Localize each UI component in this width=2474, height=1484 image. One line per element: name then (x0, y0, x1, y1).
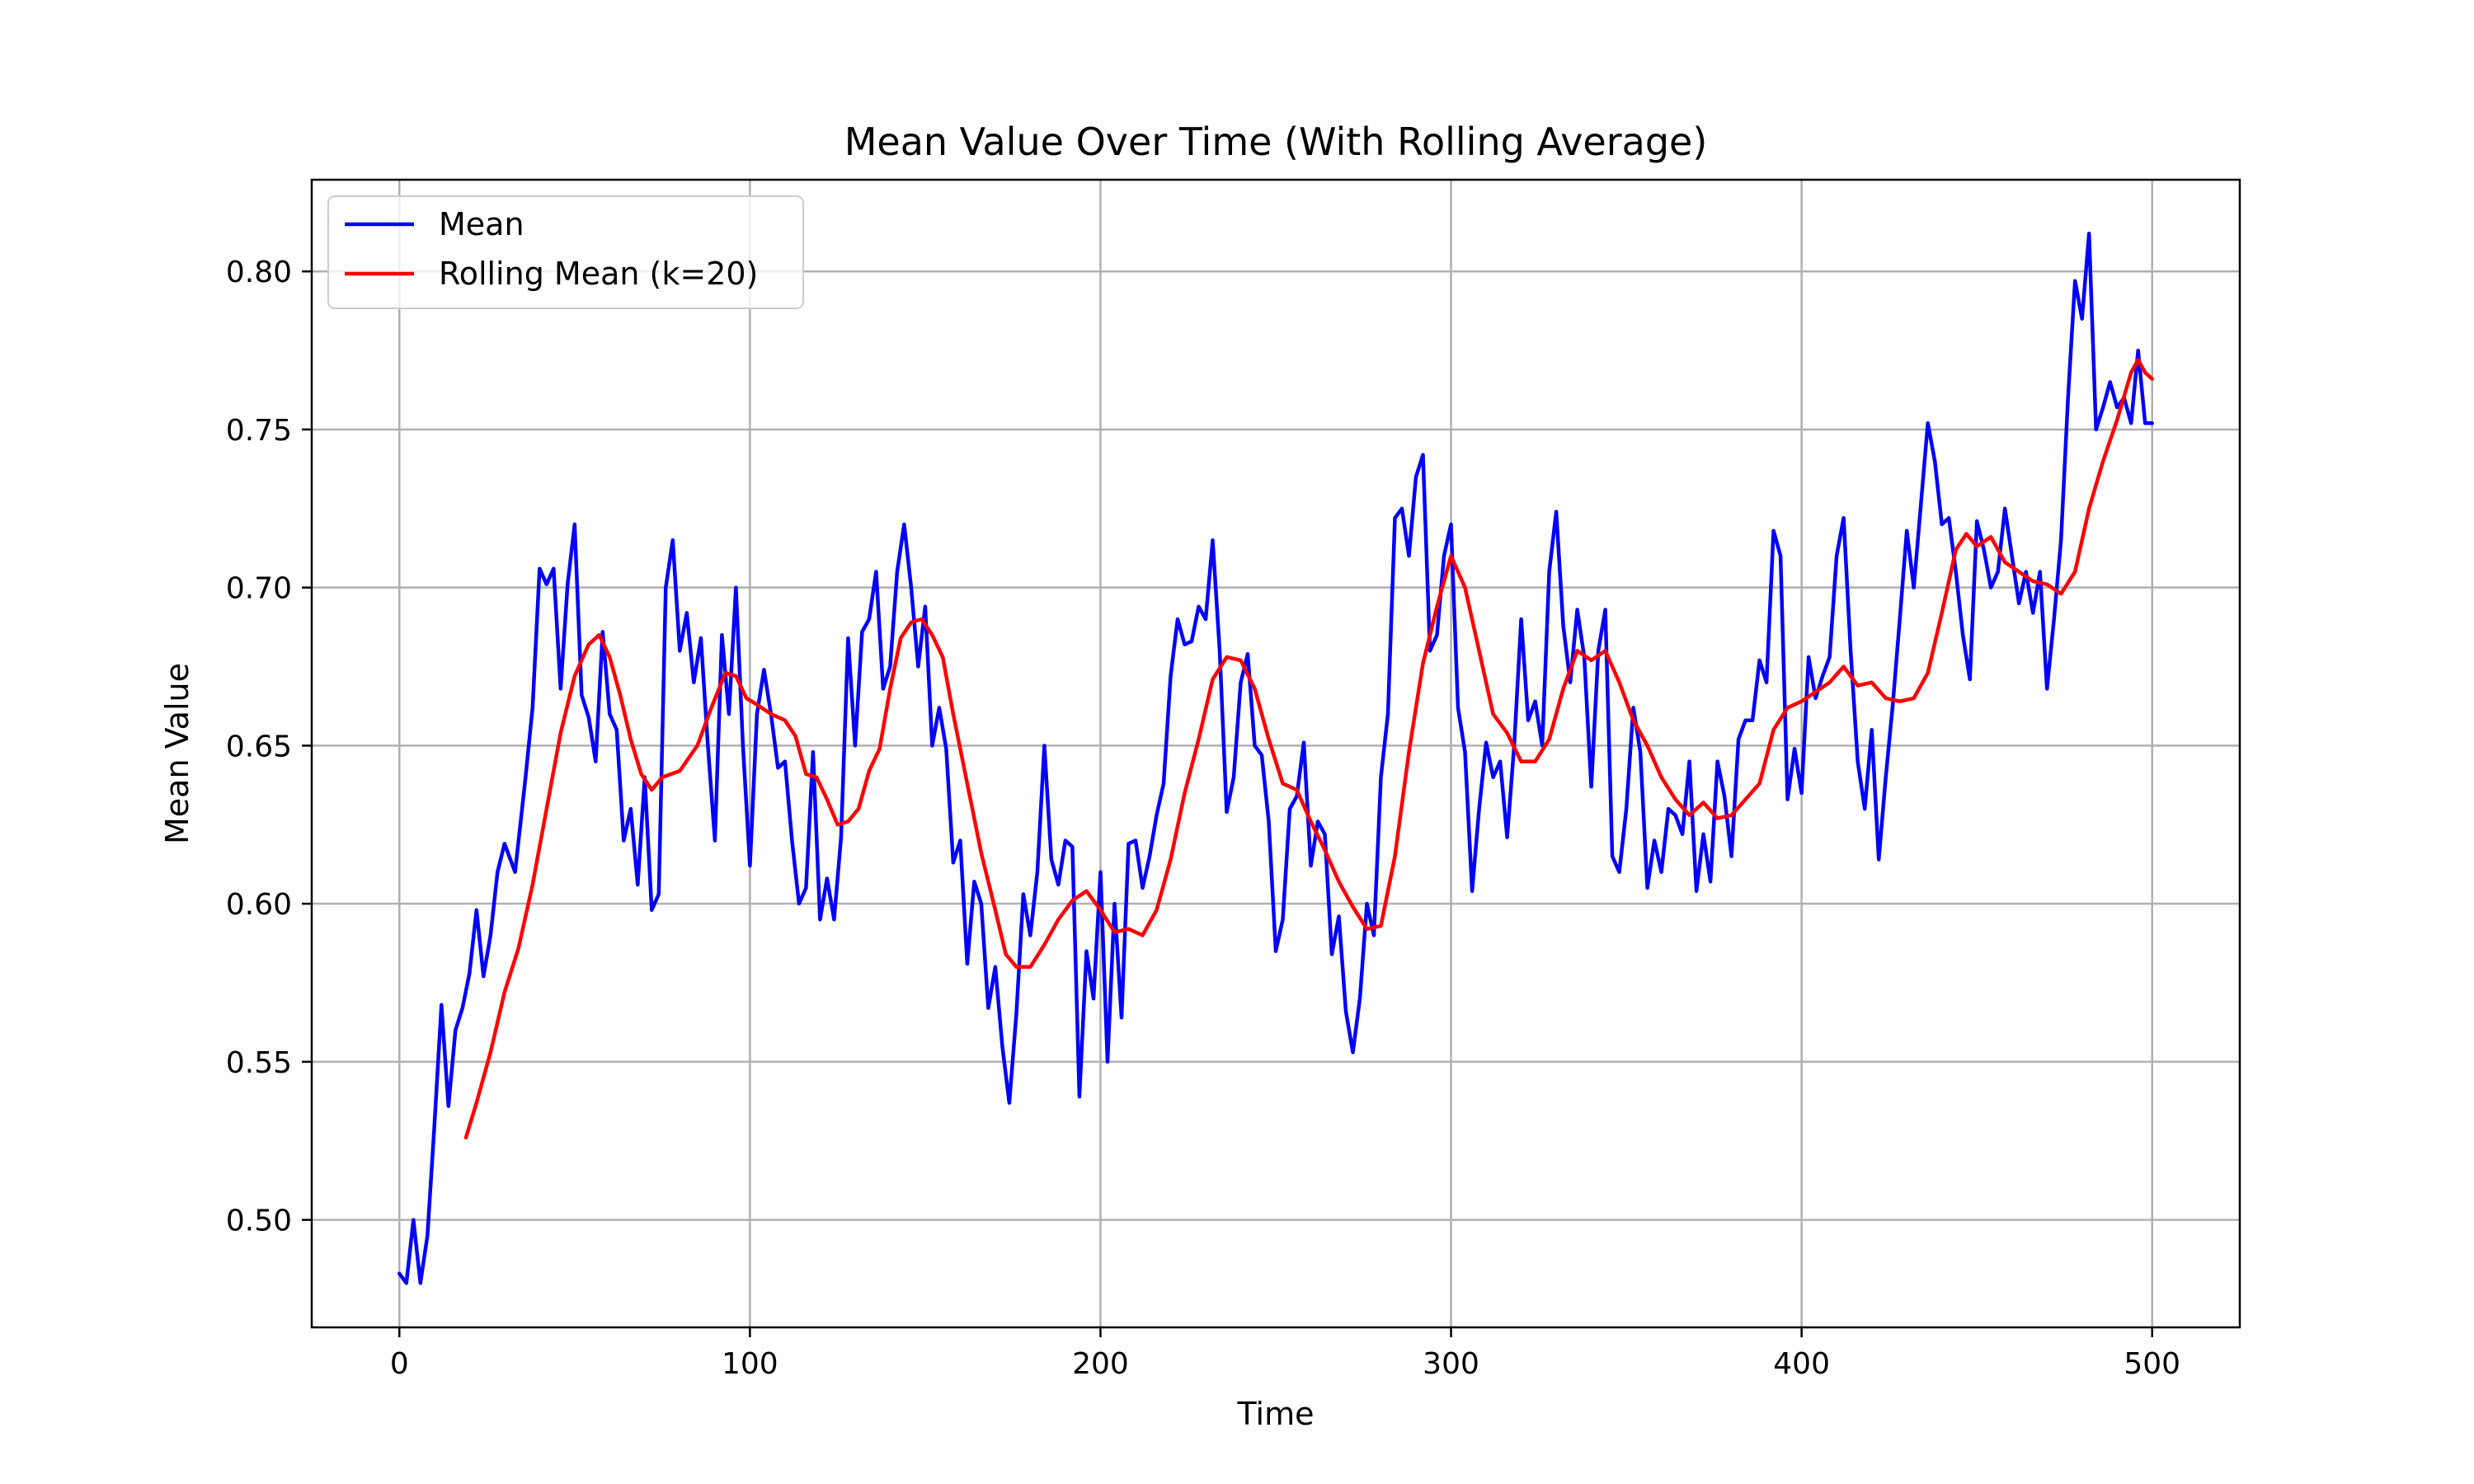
legend: Mean Rolling Mean (k=20) (327, 195, 804, 309)
y-axis-label: Mean Value (159, 663, 195, 844)
axis-ticks: 0 100 200 300 400 500 0.50 0.55 0.60 0.65 0.70 0.75… (226, 256, 2180, 1381)
x-tick-label: 400 (1773, 1347, 1830, 1381)
x-tick-label: 500 (2124, 1347, 2180, 1381)
y-tick-label: 0.55 (226, 1046, 292, 1080)
legend-mean-label: Mean (439, 206, 524, 242)
y-tick-label: 0.50 (226, 1205, 292, 1238)
x-tick-label: 0 (390, 1347, 409, 1381)
y-tick-label: 0.75 (226, 414, 292, 448)
grid-lines (312, 180, 2240, 1327)
x-tick-label: 200 (1072, 1347, 1129, 1381)
chart-title: Mean Value Over Time (With Rolling Avera… (844, 120, 1708, 164)
plot-frame (310, 178, 2241, 1329)
y-tick-label: 0.80 (226, 256, 292, 289)
x-tick-label: 300 (1423, 1347, 1479, 1381)
rolling-mean-series-line (463, 358, 2154, 1140)
x-tick-label: 100 (722, 1347, 778, 1381)
x-axis-label: Time (1237, 1396, 1315, 1432)
y-tick-label: 0.65 (226, 730, 292, 763)
legend-rolling-label: Rolling Mean (k=20) (439, 256, 758, 292)
mean-series-line (397, 231, 2154, 1285)
y-tick-label: 0.70 (226, 572, 292, 606)
series-layer (397, 231, 2154, 1285)
y-tick-label: 0.60 (226, 888, 292, 922)
legend-box (327, 195, 804, 309)
